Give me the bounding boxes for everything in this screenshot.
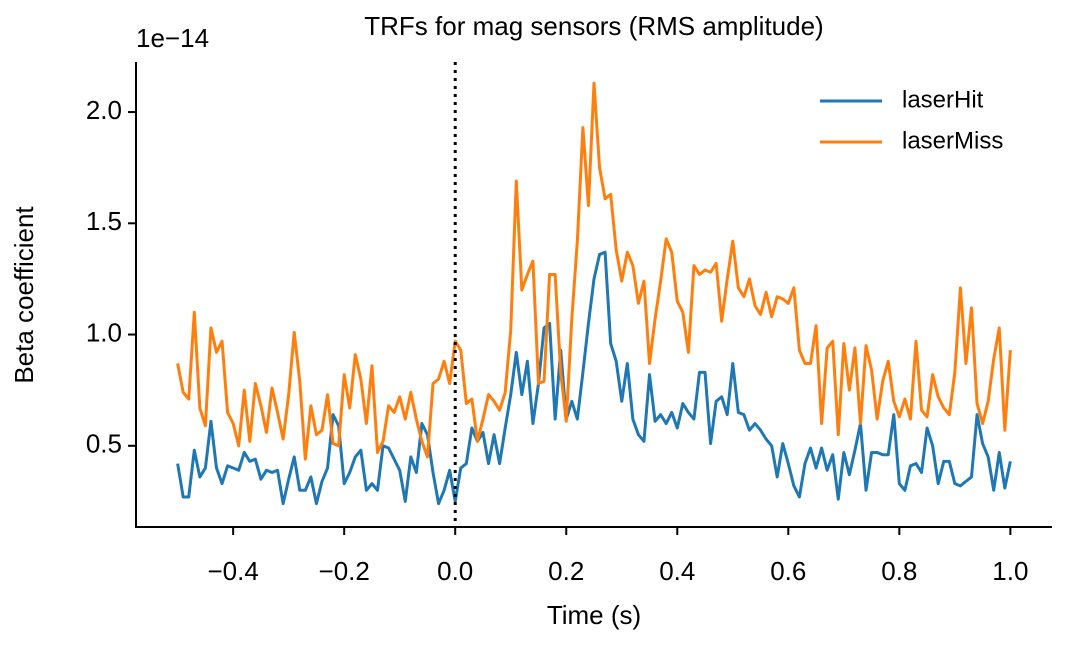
x-axis-label: Time (s) (547, 600, 641, 630)
y-tick-label: 2.0 (86, 95, 122, 125)
line-series (176, 81, 1012, 461)
y-tick-label: 1.5 (86, 206, 122, 236)
x-tick-label: −0.4 (207, 556, 258, 586)
x-tick-label: 0.4 (659, 556, 695, 586)
y-offset-text: 1e−14 (136, 23, 209, 53)
x-tick-label: 0.8 (881, 556, 917, 586)
y-tick-label: 0.5 (86, 429, 122, 459)
chart-title: TRFs for mag sensors (RMS amplitude) (364, 11, 823, 41)
x-tick-label: −0.2 (319, 556, 370, 586)
x-tick-label: 0.0 (437, 556, 473, 586)
y-tick-label: 1.0 (86, 317, 122, 347)
x-tick-label: 1.0 (992, 556, 1028, 586)
x-tick-label: 0.6 (770, 556, 806, 586)
line-series (176, 250, 1012, 506)
x-tick-label: 0.2 (548, 556, 584, 586)
y-axis-label: Beta coefficient (9, 206, 39, 384)
legend-label: laserHit (902, 86, 984, 113)
legend-label: laserMiss (902, 127, 1003, 154)
